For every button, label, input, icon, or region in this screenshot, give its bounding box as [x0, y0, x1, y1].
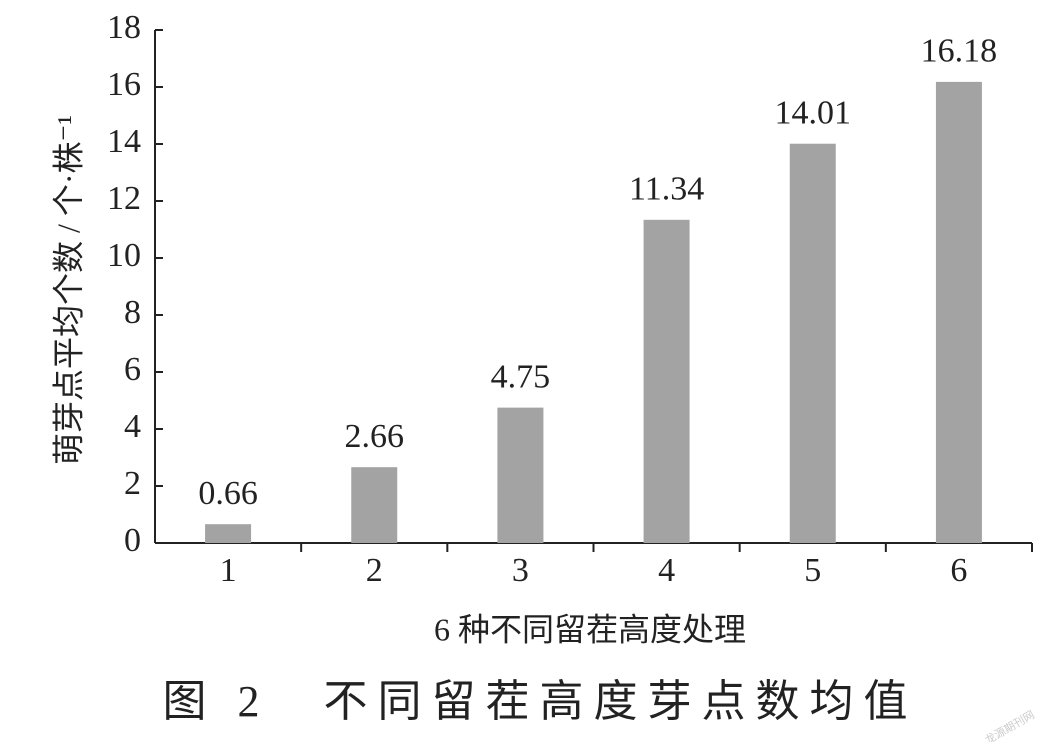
value-label: 2.66 [345, 418, 405, 455]
bar [643, 219, 690, 543]
x-tick-label: 6 [950, 552, 967, 589]
x-tick-label: 5 [804, 552, 821, 589]
y-tick-label: 18 [107, 9, 141, 46]
bar [935, 81, 982, 544]
bar [497, 407, 544, 543]
y-axis-label: 萌芽点平均个数 / 个·株⁻¹ [50, 115, 86, 465]
value-label: 11.34 [629, 171, 704, 208]
caption: 图 2 不同留茬高度芽点数均值 [163, 677, 918, 726]
x-tick-label: 2 [366, 552, 383, 589]
bar [351, 467, 398, 543]
y-tick-label: 6 [124, 351, 141, 388]
x-tick-label: 4 [658, 552, 675, 589]
bar [205, 524, 252, 543]
x-tick-label: 3 [512, 552, 529, 589]
y-tick-label: 2 [124, 465, 141, 502]
y-tick-label: 0 [124, 522, 141, 559]
y-tick-label: 4 [124, 408, 141, 445]
watermark: 龙源期刊网 [982, 707, 1037, 742]
value-label: 0.66 [198, 475, 258, 512]
y-tick-label: 8 [124, 294, 141, 331]
value-label: 16.18 [921, 33, 998, 70]
y-tick-label: 12 [107, 180, 141, 217]
value-label: 4.75 [491, 358, 551, 395]
x-tick-label: 1 [220, 552, 237, 589]
y-tick-label: 10 [107, 237, 141, 274]
value-label: 14.01 [775, 95, 852, 132]
bar [789, 143, 836, 543]
x-axis-label: 6 种不同留茬高度处理 [434, 611, 746, 647]
y-tick-label: 14 [107, 123, 141, 160]
y-tick-label: 16 [107, 66, 141, 103]
